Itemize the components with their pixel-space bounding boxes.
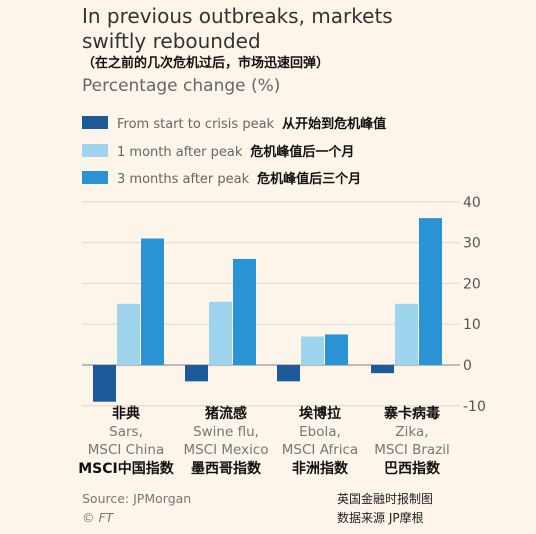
legend-label-cn-3: 危机峰值后三个月 xyxy=(257,171,361,187)
legend-swatch-3 xyxy=(82,171,108,184)
category-labels: 非典 Sars, MSCI China MSCI中国指数 猪流感 Swine flu, MS… xyxy=(78,405,450,477)
y-axis-label: Percentage change (%) xyxy=(82,76,280,96)
chart-title-chinese: （在之前的几次危机过后，市场迅速回弹） xyxy=(82,55,329,71)
category-disease: Ebola, xyxy=(299,424,341,440)
category-disease-cn: 寨卡病毒 xyxy=(383,405,440,422)
credit-chinese-1: 英国金融时报制图 xyxy=(337,491,433,506)
source-note: Source: JPMorgan xyxy=(82,491,191,506)
category-disease: Zika, xyxy=(395,424,428,440)
bar xyxy=(325,334,348,365)
chart-title-line-2: swiftly rebounded xyxy=(82,29,261,53)
bar xyxy=(209,301,232,365)
legend-label-cn-2: 危机峰值后一个月 xyxy=(250,144,354,160)
bars xyxy=(93,218,442,402)
legend-swatch-1 xyxy=(82,116,108,129)
category-disease-cn: 猪流感 xyxy=(204,405,247,422)
legend-swatch-2 xyxy=(82,144,108,157)
chart-title-line-1: In previous outbreaks, markets xyxy=(82,4,393,28)
bar xyxy=(301,336,324,365)
y-tick-label: 30 xyxy=(463,236,481,252)
category-index: MSCI Mexico xyxy=(183,442,268,458)
category-index-cn: 墨西哥指数 xyxy=(191,460,262,477)
y-tick-label: -10 xyxy=(463,399,486,415)
legend-label-2: 1 month after peak xyxy=(117,145,243,160)
y-tick-label: 20 xyxy=(463,276,481,292)
category-disease-cn: 埃博拉 xyxy=(299,405,341,422)
credit-chinese-2: 数据来源 JP摩根 xyxy=(337,510,424,525)
category-index: MSCI Brazil xyxy=(374,442,450,458)
category-disease-cn: 非典 xyxy=(112,405,140,422)
bar xyxy=(277,365,300,382)
bar xyxy=(93,365,116,402)
legend-label-1: From start to crisis peak xyxy=(117,117,275,132)
y-tick-label: 40 xyxy=(463,195,481,211)
y-tick-label: 10 xyxy=(463,317,481,333)
legend-label-3: 3 months after peak xyxy=(117,172,250,187)
ft-credit: © FT xyxy=(82,510,115,525)
bar xyxy=(419,218,442,365)
y-axis-ticks: -10 0 10 20 30 40 xyxy=(463,195,486,415)
category-index-cn: 非洲指数 xyxy=(292,460,349,477)
bar xyxy=(185,365,208,382)
bar xyxy=(371,365,394,374)
bar xyxy=(141,238,164,365)
category-index-cn: 巴西指数 xyxy=(384,460,441,477)
category-index: MSCI China xyxy=(88,442,164,458)
category-disease: Sars, xyxy=(109,424,143,440)
legend: From start to crisis peak 从开始到危机峰值 1 month… xyxy=(82,116,386,187)
category-index: MSCI Africa xyxy=(282,442,358,458)
bar xyxy=(395,303,418,365)
bar xyxy=(117,303,140,365)
category-disease: Swine flu, xyxy=(193,424,259,440)
y-tick-label: 0 xyxy=(463,358,472,374)
category-index-cn: MSCI中国指数 xyxy=(78,460,174,477)
legend-label-cn-1: 从开始到危机峰值 xyxy=(282,116,386,132)
bar xyxy=(233,258,256,365)
